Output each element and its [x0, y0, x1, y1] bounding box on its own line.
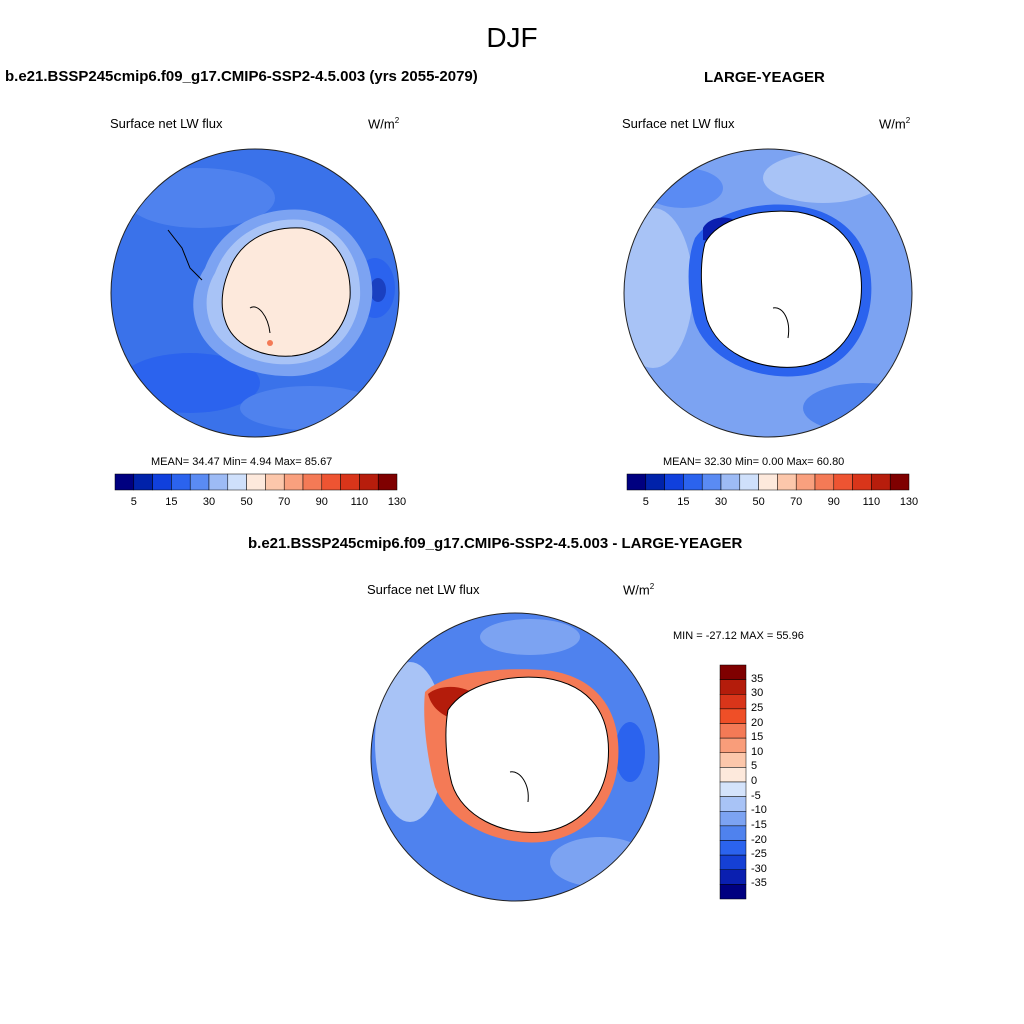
figure-title: DJF: [486, 22, 538, 53]
colorbar-swatch: [683, 473, 703, 491]
colorbar-swatch: [283, 473, 304, 491]
colorbar-tick-label: 15: [677, 496, 690, 508]
colorbar-swatch: [719, 869, 747, 885]
colorbar-tick-label: 5: [751, 760, 758, 773]
colorbar-tick-label: -30: [751, 862, 767, 875]
colorbar-swatch: [719, 811, 747, 827]
colorbar-tick-label: -25: [751, 848, 767, 861]
panel1-colorbar-labels: 5 15 30 50 70 90 110 130: [115, 496, 406, 510]
colorbar-tick-label: 5: [642, 496, 649, 508]
colorbar-swatch: [664, 473, 684, 491]
panel1-title: b.e21.BSSP245cmip6.f09_g17.CMIP6-SSP2-4.…: [5, 68, 478, 85]
colorbar-tick-label: 10: [751, 745, 764, 758]
panel3-variable: Surface net LW flux: [367, 582, 480, 597]
colorbar-swatch: [246, 473, 266, 491]
colorbar-swatch: [133, 473, 153, 491]
colorbar-swatch: [719, 767, 747, 783]
panel1-variable: Surface net LW flux: [110, 116, 223, 131]
colorbar-tick-label: -35: [751, 877, 767, 890]
colorbar-tick-label: 30: [202, 496, 216, 508]
colorbar-tick-label: 110: [862, 496, 881, 508]
colorbar-swatch: [720, 473, 741, 491]
colorbar-swatch: [377, 473, 398, 491]
colorbar-swatch: [321, 473, 341, 491]
colorbar-swatch: [777, 473, 797, 491]
panel1-stats: MEAN= 34.47 Min= 4.94 Max= 85.67: [151, 456, 333, 468]
colorbar-swatch: [719, 781, 747, 797]
panel3-colorbar: [719, 664, 747, 900]
panel1-polar-map: [110, 148, 400, 438]
colorbar-tick-label: -15: [751, 818, 767, 831]
colorbar-swatch: [833, 473, 853, 491]
colorbar-swatch: [645, 473, 665, 491]
colorbar-swatch: [719, 884, 747, 900]
colorbar-tick-label: 0: [751, 775, 758, 787]
colorbar-swatch: [359, 473, 379, 491]
colorbar-swatch: [871, 473, 891, 491]
colorbar-swatch: [719, 708, 747, 724]
colorbar-tick-label: 30: [714, 496, 728, 508]
colorbar-tick-label: 20: [751, 716, 764, 729]
panel2-polar-map: [623, 148, 913, 438]
colorbar-tick-label: 50: [240, 496, 253, 508]
colorbar-tick-label: 70: [790, 496, 803, 508]
panel2-colorbar: [626, 473, 910, 491]
colorbar-tick-label: 15: [751, 731, 764, 744]
colorbar-swatch: [719, 840, 747, 856]
colorbar-swatch: [340, 473, 360, 491]
colorbar-swatch: [795, 473, 816, 491]
colorbar-swatch: [114, 473, 135, 491]
colorbar-tick-label: 35: [751, 672, 764, 685]
colorbar-swatch: [719, 664, 747, 680]
colorbar-tick-label: 30: [751, 687, 764, 700]
colorbar-swatch: [227, 473, 247, 491]
colorbar-swatch: [719, 752, 747, 768]
colorbar-swatch: [208, 473, 229, 491]
colorbar-swatch: [758, 473, 778, 491]
panel2-variable: Surface net LW flux: [622, 116, 735, 131]
colorbar-swatch: [189, 473, 210, 491]
panel3-title: b.e21.BSSP245cmip6.f09_g17.CMIP6-SSP2-4.…: [248, 535, 743, 552]
colorbar-swatch: [719, 694, 747, 710]
colorbar-swatch: [701, 473, 722, 491]
panel3-stats: MIN = -27.12 MAX = 55.96: [673, 630, 804, 642]
colorbar-swatch: [719, 854, 747, 870]
panel3-polar-map: [370, 612, 660, 902]
colorbar-tick-label: 70: [278, 496, 291, 508]
colorbar-swatch: [152, 473, 172, 491]
colorbar-swatch: [302, 473, 323, 491]
colorbar-swatch: [626, 473, 647, 491]
colorbar-tick-label: -10: [751, 804, 767, 817]
colorbar-tick-label: 5: [130, 496, 137, 508]
colorbar-tick-label: 90: [827, 496, 840, 508]
colorbar-swatch: [739, 473, 759, 491]
panel3-colorbar-labels: 35 30 25 20 15 10 5 0 -5 -10 -15 -20 -25 -30 -35: [751, 665, 791, 899]
colorbar-tick-label: 90: [315, 496, 328, 508]
colorbar-swatch: [719, 723, 747, 739]
panel2-stats: MEAN= 32.30 Min= 0.00 Max= 60.80: [663, 456, 845, 468]
panel2-units: W/m2: [879, 116, 911, 132]
colorbar-swatch: [814, 473, 835, 491]
panel1-colorbar: [114, 473, 398, 491]
panel1-units: W/m2: [368, 116, 400, 132]
panel3-units: W/m2: [623, 582, 655, 598]
colorbar-swatch: [719, 737, 747, 753]
panel2-title: LARGE-YEAGER: [704, 69, 825, 86]
colorbar-tick-label: -20: [751, 833, 767, 846]
colorbar-swatch: [889, 473, 910, 491]
colorbar-tick-label: 130: [387, 496, 407, 508]
colorbar-tick-label: 110: [350, 496, 369, 508]
colorbar-tick-label: 15: [165, 496, 178, 508]
panel2-colorbar-labels: 5 15 30 50 70 90 110 130: [627, 496, 918, 510]
colorbar-swatch: [265, 473, 285, 491]
colorbar-tick-label: 25: [751, 701, 764, 714]
colorbar-tick-label: -5: [751, 789, 761, 802]
colorbar-swatch: [719, 679, 747, 695]
colorbar-swatch: [719, 825, 747, 841]
colorbar-swatch: [852, 473, 872, 491]
colorbar-tick-label: 50: [752, 496, 765, 508]
colorbar-swatch: [171, 473, 191, 491]
colorbar-swatch: [719, 796, 747, 812]
colorbar-tick-label: 130: [899, 496, 919, 508]
